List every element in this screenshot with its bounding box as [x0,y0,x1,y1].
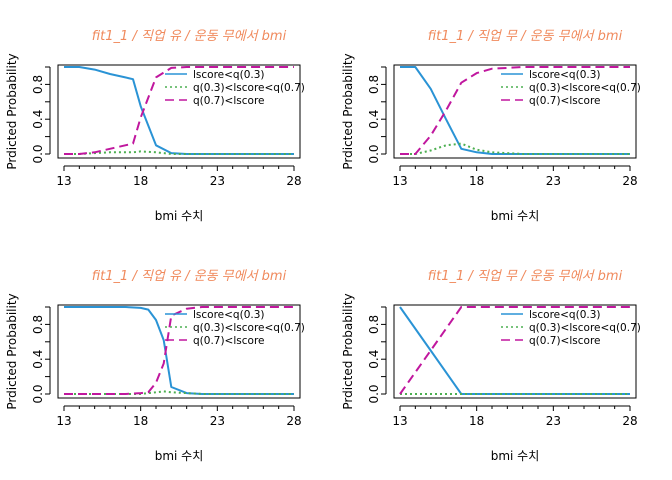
y-tick-label: 0.4 [367,350,381,369]
y-tick-label: 0.4 [31,110,45,129]
y-tick-label: 0.8 [367,315,381,334]
legend-label-1: lscore<q(0.3) [529,69,601,81]
x-tick-label: 28 [622,174,637,188]
x-tick-label: 28 [622,414,637,428]
legend-label-3: q(0.7)<lscore [193,95,265,107]
x-tick-label: 23 [210,414,225,428]
legend-label-2: q(0.3)<lscore<q(0.7) [529,82,641,94]
plot-frame [57,64,301,159]
x-axis-title: bmi 수치 [491,209,540,223]
y-tick-label: 0.8 [367,75,381,94]
x-tick-label: 13 [392,414,407,428]
plot-frame [57,304,301,399]
x-tick-label: 18 [469,174,484,188]
series-line-3 [400,66,630,155]
y-tick-label: 0.0 [367,384,381,403]
y-tick-label: 0.0 [367,144,381,163]
chart-panel-1: fit1_1 / 직업 유 / 운동 무에서 bmi 13 18 23 28 0.0 0.4… [5,29,305,223]
legend-label-3: q(0.7)<lscore [193,335,265,347]
y-tick-label: 0.8 [31,75,45,94]
y-tick-label: 0.4 [31,350,45,369]
x-tick-label: 28 [286,414,301,428]
x-axis-title: bmi 수치 [155,209,204,223]
chart-title: fit1_1 / 직업 유 / 운동 무에서 bmi [92,269,287,284]
series-line-1 [400,66,630,155]
chart-panel-3: fit1_1 / 직업 유 / 운동 무에서 bmi 13 18 23 28 0.0 0.4… [5,269,305,463]
y-tick-label: 0.0 [31,144,45,163]
x-tick-label: 23 [210,174,225,188]
x-tick-label: 23 [546,174,561,188]
legend-label-2: q(0.3)<lscore<q(0.7) [529,322,641,334]
legend-label-1: lscore<q(0.3) [193,69,265,81]
x-axis-title: bmi 수치 [155,449,204,463]
legend-label-2: q(0.3)<lscore<q(0.7) [193,322,305,334]
x-tick-label: 23 [546,414,561,428]
x-tick-label: 18 [469,414,484,428]
chart-title: fit1_1 / 직업 무 / 운동 무에서 bmi [428,269,623,284]
series-line-1 [64,66,294,155]
legend-label-2: q(0.3)<lscore<q(0.7) [193,82,305,94]
legend-label-3: q(0.7)<lscore [529,335,601,347]
x-tick-label: 13 [392,174,407,188]
x-tick-label: 13 [56,174,71,188]
y-axis-title: Prdicted Probability [341,293,355,409]
x-tick-label: 28 [286,174,301,188]
plot-frame [393,304,637,399]
legend-label-1: lscore<q(0.3) [529,309,601,321]
y-axis-title: Prdicted Probability [341,53,355,169]
chart-panel-4: fit1_1 / 직업 무 / 운동 무에서 bmi 13 18 23 28 0.0 0.4… [341,269,641,463]
chart-title: fit1_1 / 직업 유 / 운동 무에서 bmi [92,29,287,44]
x-tick-label: 18 [133,174,148,188]
legend-label-1: lscore<q(0.3) [193,309,265,321]
y-tick-label: 0.4 [367,110,381,129]
series-line-3 [64,66,294,155]
y-axis-title: Prdicted Probability [5,53,19,169]
x-tick-label: 18 [133,414,148,428]
plot-frame [393,64,637,159]
chart-panel-2: fit1_1 / 직업 무 / 운동 무에서 bmi 13 18 23 28 0.0 0.4… [341,29,641,223]
series-line-2 [64,150,294,155]
y-tick-label: 0.8 [31,315,45,334]
series-line-2 [400,142,630,155]
series-line-2 [64,390,294,395]
y-axis-title: Prdicted Probability [5,293,19,409]
x-tick-label: 13 [56,414,71,428]
series-line-3 [399,306,630,395]
y-tick-label: 0.0 [31,384,45,403]
legend-label-3: q(0.7)<lscore [529,95,601,107]
x-axis-title: bmi 수치 [491,449,540,463]
chart-title: fit1_1 / 직업 무 / 운동 무에서 bmi [428,29,623,44]
